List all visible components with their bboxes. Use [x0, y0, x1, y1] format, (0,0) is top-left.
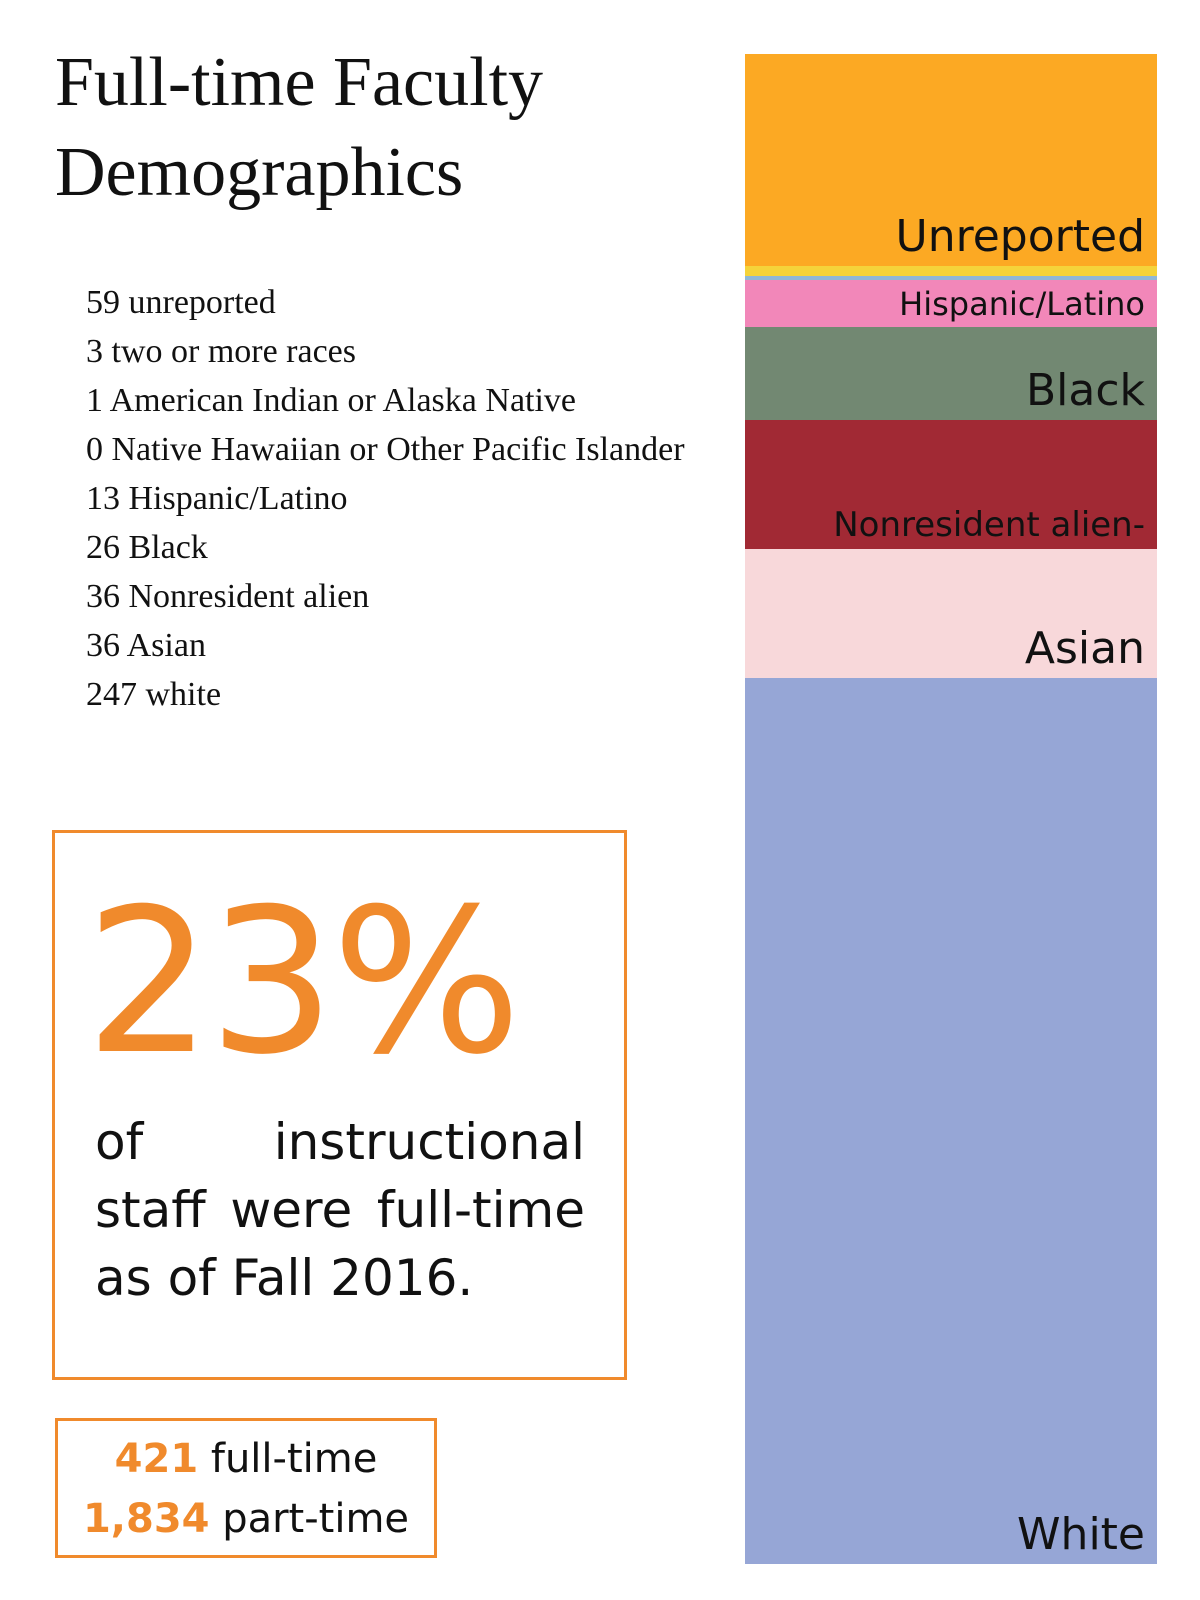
- bar-segment-label: Nonresident alien-: [833, 504, 1145, 545]
- page-title: Full-time Faculty Demographics: [55, 38, 715, 218]
- bar-segment-asian: Asian: [745, 548, 1157, 679]
- fulltime-count-label: full-time: [210, 1436, 378, 1482]
- stat-black: 26 Black: [86, 529, 208, 566]
- fulltime-percent-caption: of instructional staff were full-time as…: [95, 1113, 585, 1307]
- demographics-stats-list: 59 unreported 3 two or more races 1 Amer…: [86, 278, 726, 719]
- bar-segment-unlabeled-2: [745, 276, 1157, 280]
- parttime-count: 1,834: [82, 1496, 210, 1542]
- stat-hispanic: 13 Hispanic/Latino: [86, 480, 348, 517]
- stat-white: 247 white: [86, 676, 222, 713]
- bar-segment-label: Hispanic/Latino: [899, 284, 1145, 323]
- bar-segment-white: White: [745, 678, 1157, 1564]
- title-line-1: Full-time Faculty: [55, 44, 544, 121]
- bar-segment-unlabeled-1: [745, 265, 1157, 277]
- stat-nonresident: 36 Nonresident alien: [86, 578, 370, 615]
- parttime-count-line: 1,834 part-time: [58, 1489, 434, 1549]
- bar-segment-unreported: Unreported: [745, 54, 1157, 266]
- fulltime-percent-callout: 23% of instructional staff were full-tim…: [52, 830, 627, 1380]
- bar-segment-label: Asian: [1024, 623, 1145, 675]
- fulltime-count-line: 421 full-time: [58, 1429, 434, 1489]
- bar-segment-hispanic-latino: Hispanic/Latino: [745, 279, 1157, 327]
- demographics-stacked-bar: Unreported Hispanic/Latino Black Nonresiden…: [745, 54, 1157, 1564]
- bar-segment-label: White: [1017, 1508, 1145, 1560]
- bar-segment-nonresident-alien: Nonresident alien-: [745, 419, 1157, 549]
- stat-two-or-more: 3 two or more races: [86, 333, 357, 370]
- parttime-count-label: part-time: [222, 1496, 410, 1542]
- fulltime-percent: 23%: [85, 866, 522, 1099]
- bar-segment-label: Black: [1025, 364, 1145, 416]
- stat-unreported: 59 unreported: [86, 284, 276, 321]
- stat-american-indian: 1 American Indian or Alaska Native: [86, 382, 577, 419]
- bar-segment-black: Black: [745, 326, 1157, 420]
- staff-counts-box: 421 full-time 1,834 part-time: [55, 1418, 437, 1558]
- fulltime-count: 421: [114, 1436, 199, 1482]
- stat-asian: 36 Asian: [86, 627, 206, 664]
- stat-native-hawaiian: 0 Native Hawaiian or Other Pacific Islan…: [86, 431, 685, 468]
- bar-segment-label: Unreported: [895, 210, 1145, 262]
- title-line-2: Demographics: [55, 134, 464, 211]
